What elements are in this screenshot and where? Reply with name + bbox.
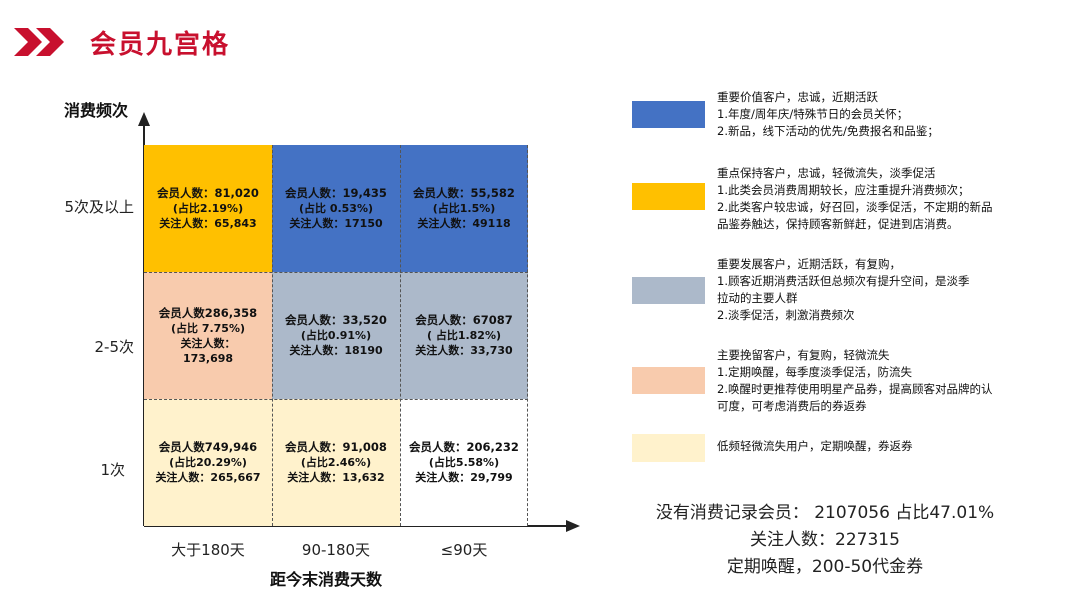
member-share: (占比 0.53%) xyxy=(298,202,374,215)
legend-swatch-cream xyxy=(632,434,705,462)
row-label-1: 1次 xyxy=(100,461,125,479)
member-share: (占比20.29%) xyxy=(169,456,247,469)
legend-line: 2.此类客户较忠诚，好召回，淡季促活，不定期的新品 xyxy=(717,200,993,214)
follower-count: 173,698 xyxy=(182,351,234,365)
legend-item-important-value: 重要价值客户，忠诚，近期活跃 1.年度/周年庆/特殊节日的会员关怀； 2.新品，… xyxy=(717,89,1047,140)
legend-line: 品鉴券触达，保持顾客新鲜赶，促进到店消费。 xyxy=(717,217,959,231)
member-share: (占比2.19%) xyxy=(172,202,244,215)
cell-1-under90: 会员人数：206,232 (占比5.58%) 关注人数：29,799 xyxy=(400,399,528,526)
legend-line: 低频轻微流失用户，定期唤醒，券返券 xyxy=(717,439,913,453)
legend-item-key-retain: 重点保持客户，忠诚，轻微流失，淡季促活 1.此类会员消费周期较长，应注重提升消费… xyxy=(717,165,1047,233)
page-title: 会员九宫格 xyxy=(90,29,231,60)
member-share: (占比0.91%) xyxy=(300,329,372,342)
cell-5plus-90to180: 会员人数：19,435 (占比 0.53%) 关注人数：17150 xyxy=(272,145,400,272)
col-label-under90: ≤90天 xyxy=(440,541,488,559)
col-label-over180: 大于180天 xyxy=(171,541,245,559)
legend-line: 可度，可考虑消费后的券返券 xyxy=(717,399,867,413)
cell-2to5-90to180: 会员人数：33,520 (占比0.91%) 关注人数：18190 xyxy=(272,272,400,399)
legend-item-retain: 主要挽留客户，有复购，轻微流失 1.定期唤醒，每季度淡季促活，防流失 2.唤醒时… xyxy=(717,347,1047,415)
follower-count: 关注人数：17150 xyxy=(289,217,383,230)
member-count: 会员人数：81,020 xyxy=(157,186,259,200)
y-axis-title: 消费频次 xyxy=(64,101,129,120)
legend-item-develop: 重要发展客户，近期活跃，有复购， 1.顾客近期消费活跃但总频次有提升空间，是淡季… xyxy=(717,256,1047,324)
member-count: 会员人数：91,008 xyxy=(285,440,387,454)
legend-line: 2.新品，线下活动的优先/免费报名和品鉴； xyxy=(717,124,939,138)
follower-count: 关注人数：18190 xyxy=(289,344,383,357)
cell-5plus-under90: 会员人数：55,582 (占比1.5%) 关注人数：49118 xyxy=(400,145,528,272)
grid-divider xyxy=(144,272,528,273)
member-matrix: 会员人数：81,020 (占比2.19%) 关注人数：65,843 会员人数：1… xyxy=(144,145,528,526)
legend-swatch-blue xyxy=(632,101,705,128)
cell-2to5-over180: 会员人数286,358 (占比 7.75%) 关注人数： 173,698 xyxy=(144,272,272,399)
member-share: (占比5.58%) xyxy=(428,456,500,469)
cell-1-over180: 会员人数749,946 (占比20.29%) 关注人数：265,667 xyxy=(144,399,272,526)
follower-count: 关注人数：49118 xyxy=(417,217,511,230)
legend-line: 重要价值客户，忠诚，近期活跃 xyxy=(717,90,878,104)
member-share: (占比1.5%) xyxy=(432,202,496,215)
legend-item-low-frequency: 低频轻微流失用户，定期唤醒，券返券 xyxy=(717,438,1047,455)
follower-count: 关注人数：33,730 xyxy=(415,344,513,357)
legend-line: 重要发展客户，近期活跃，有复购， xyxy=(717,257,901,271)
follower-label: 关注人数： xyxy=(180,336,236,350)
cell-2to5-under90: 会员人数：67087 ( 占比1.82%) 关注人数：33,730 xyxy=(400,272,528,399)
grid-divider xyxy=(400,145,401,526)
title-bar: 会员九宫格 xyxy=(14,20,230,64)
member-count: 会员人数：55,582 xyxy=(413,186,515,200)
no-purchase-summary: 没有消费记录会员： 2107056 占比47.01% 关注人数：227315 定… xyxy=(620,500,1030,581)
cell-5plus-over180: 会员人数：81,020 (占比2.19%) 关注人数：65,843 xyxy=(144,145,272,272)
legend-line: 1.此类会员消费周期较长，应注重提升消费频次； xyxy=(717,183,970,197)
cell-1-90to180: 会员人数：91,008 (占比2.46%) 关注人数：13,632 xyxy=(272,399,400,526)
follower-count: 关注人数：29,799 xyxy=(415,471,513,484)
member-count: 会员人数：19,435 xyxy=(285,186,387,200)
summary-line: 关注人数：227315 xyxy=(750,530,900,550)
grid-divider xyxy=(527,145,528,526)
legend-line: 1.年度/周年庆/特殊节日的会员关怀； xyxy=(717,107,909,121)
row-label-2to5: 2-5次 xyxy=(94,338,135,356)
member-count: 会员人数286,358 xyxy=(158,305,258,320)
legend-line: 重点保持客户，忠诚，轻微流失，淡季促活 xyxy=(717,166,936,180)
row-label-5plus: 5次及以上 xyxy=(64,198,134,216)
follower-count: 关注人数：13,632 xyxy=(287,471,385,484)
follower-count: 关注人数：265,667 xyxy=(155,471,261,484)
legend-line: 2.淡季促活，刺激消费频次 xyxy=(717,308,855,322)
legend-line: 1.定期唤醒，每季度淡季促活，防流失 xyxy=(717,365,912,379)
grid-divider xyxy=(144,399,528,400)
x-axis-title: 距今末消费天数 xyxy=(270,570,383,589)
legend-line: 拉动的主要人群 xyxy=(717,291,798,305)
legend-line: 2.唤醒时更推荐使用明星产品券，提高顾客对品牌的认 xyxy=(717,382,993,396)
col-label-90to180: 90-180天 xyxy=(301,541,371,559)
member-count: 会员人数：67087 xyxy=(415,313,513,327)
legend-swatch-gold xyxy=(632,183,705,210)
summary-line: 没有消费记录会员： 2107056 占比47.01% xyxy=(655,503,995,523)
double-chevron-icon xyxy=(14,28,64,56)
member-share: (占比 7.75%) xyxy=(170,321,246,335)
legend-swatch-peach xyxy=(632,367,705,394)
grid-divider xyxy=(272,145,273,526)
member-count: 会员人数：33,520 xyxy=(285,313,387,327)
follower-count: 关注人数：65,843 xyxy=(159,217,257,230)
member-count: 会员人数：206,232 xyxy=(409,440,519,454)
member-count: 会员人数749,946 xyxy=(158,440,258,454)
summary-line: 定期唤醒，200-50代金券 xyxy=(726,557,924,577)
legend-line: 主要挽留客户，有复购，轻微流失 xyxy=(717,348,890,362)
member-share: (占比2.46%) xyxy=(300,456,372,469)
member-share: ( 占比1.82%) xyxy=(426,329,502,342)
legend-swatch-gray xyxy=(632,277,705,304)
legend-line: 1.顾客近期消费活跃但总频次有提升空间，是淡季 xyxy=(717,274,970,288)
